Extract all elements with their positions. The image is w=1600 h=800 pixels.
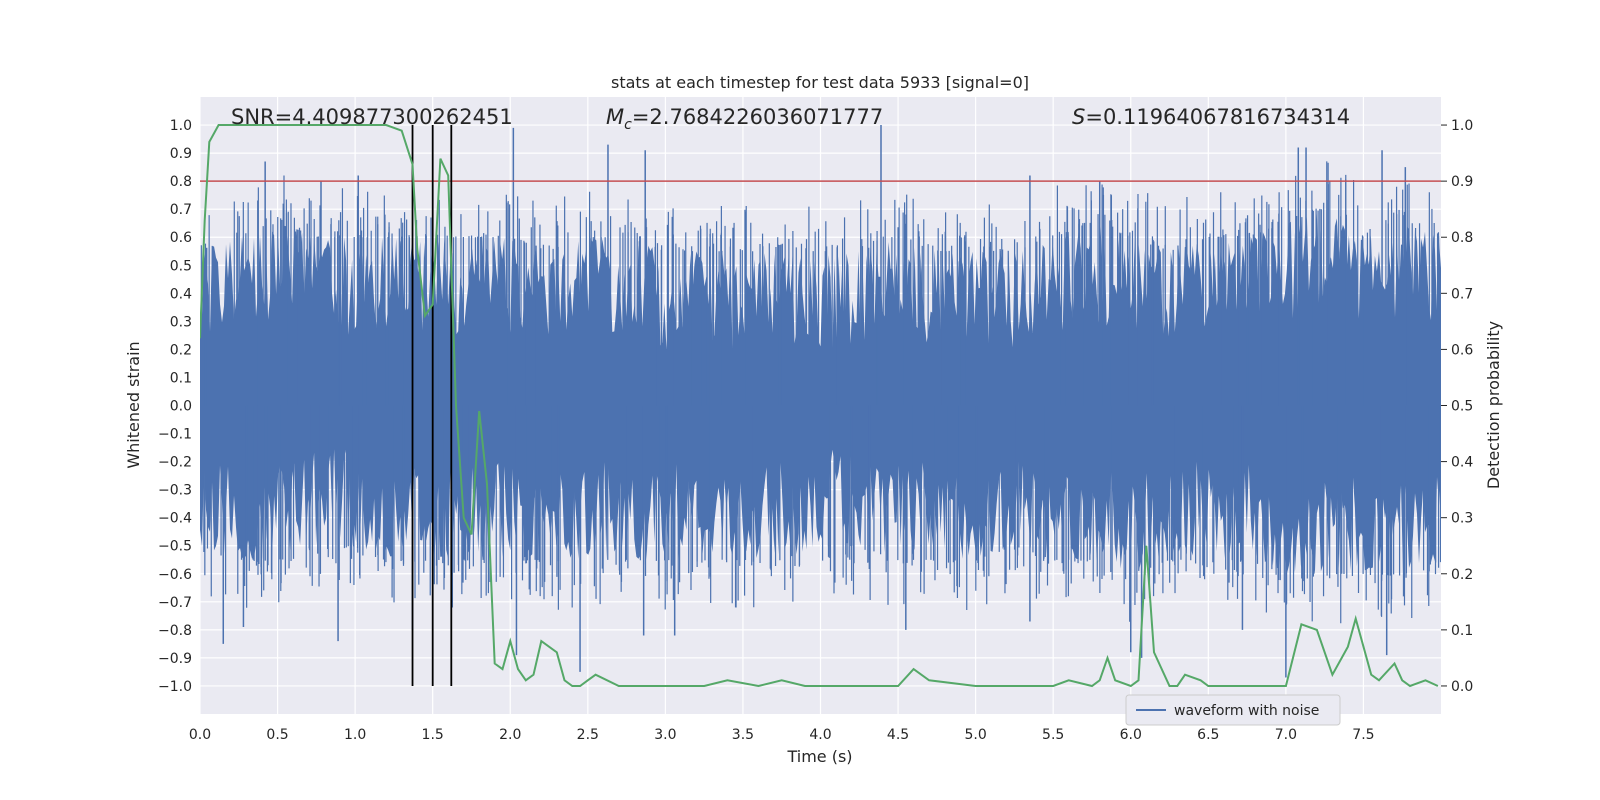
y-left-tick-label: 0.3 [170,314,192,330]
y-left-tick-label: 0.6 [170,230,192,246]
x-tick-label: 6.5 [1197,727,1219,743]
y-left-tick-label: −0.7 [158,595,192,611]
waveform-spikes [200,125,1441,678]
x-tick-label: 4.0 [809,727,831,743]
x-tick-label: 5.5 [1042,727,1064,743]
x-axis-label: Time (s) [786,747,852,766]
x-tick-label: 1.5 [422,727,444,743]
x-tick-label: 1.0 [344,727,366,743]
s-annotation: S=0.11964067816734314 [1072,105,1350,129]
x-tick-label: 6.0 [1120,727,1142,743]
y-right-tick-label: 0.0 [1451,679,1473,695]
y-left-tick-label: −0.6 [158,567,192,583]
y-right-tick-label: 0.6 [1451,342,1473,358]
y-left-tick-label: 0.0 [170,399,192,415]
y-left-tick-label: 0.1 [170,370,192,386]
y-left-tick-label: 0.5 [170,258,192,274]
y-left-tick-label: −0.3 [158,483,192,499]
x-tick-label: 4.5 [887,727,909,743]
y-left-tick-label: −0.4 [158,511,192,527]
x-tick-label: 3.5 [732,727,754,743]
y-axis-right-ticks: 1.0 0.9 0.8 0.7 0.6 0.5 0.4 0.3 0.2 0.1 0.0 [1441,118,1473,695]
y-left-tick-label: 0.2 [170,342,192,358]
y-left-tick-label: −1.0 [158,679,192,695]
s-value: =0.11964067816734314 [1085,105,1350,129]
chirp-mass-annotation: Mc=2.7684226036071777 [606,105,883,133]
y-left-tick-label: −0.5 [158,539,192,555]
y-left-tick-label: 0.9 [170,146,192,162]
x-tick-label: 7.5 [1352,727,1374,743]
y-left-tick-label: −0.8 [158,623,192,639]
y-right-tick-label: 0.2 [1451,567,1473,583]
y-right-tick-label: 0.9 [1451,174,1473,190]
x-tick-label: 3.0 [654,727,676,743]
x-axis-ticks: 0.0 0.5 1.0 1.5 2.0 2.5 3.0 3.5 4.0 4.5 5.0 5.5 6.0 6… [189,727,1375,743]
chart-title: stats at each timestep for test data 593… [611,73,1029,92]
chirp-mass-symbol: M [606,105,624,129]
x-tick-label: 2.0 [499,727,521,743]
legend-box [1125,694,1341,726]
x-tick-label: 7.0 [1275,727,1297,743]
snr-annotation: SNR=4.409877300262451 [231,105,513,129]
y-left-tick-label: 1.0 [170,118,192,134]
y-right-tick-label: 0.1 [1451,623,1473,639]
vertical-markers [411,125,453,686]
y-axis-left-ticks: 1.0 0.9 0.8 0.7 0.6 0.5 0.4 0.3 0.2 0.1 0.0 −0.1 −0.… [158,118,192,695]
y-axis-left-label: Whitened strain [124,341,143,468]
chirp-mass-subscript: c [624,117,632,133]
y-left-tick-label: 0.8 [170,174,192,190]
y-right-tick-label: 0.7 [1451,286,1473,302]
x-tick-label: 5.0 [964,727,986,743]
y-left-tick-label: −0.1 [158,427,192,443]
legend-label: waveform with noise [1174,703,1319,719]
y-right-tick-label: 0.5 [1451,399,1473,415]
y-left-tick-label: 0.4 [170,286,192,302]
x-tick-label: 0.0 [189,727,211,743]
y-right-tick-label: 0.4 [1451,455,1473,471]
y-right-tick-label: 0.3 [1451,511,1473,527]
x-tick-label: 2.5 [577,727,599,743]
s-symbol: S [1072,105,1085,129]
y-left-tick-label: −0.2 [158,455,192,471]
y-axis-right-label: Detection probability [1484,321,1503,489]
x-tick-label: 0.5 [266,727,288,743]
y-right-tick-label: 1.0 [1451,118,1473,134]
y-right-tick-label: 0.8 [1451,230,1473,246]
legend: waveform with noise [1125,694,1341,726]
y-left-tick-label: 0.7 [170,202,192,218]
chirp-mass-value: =2.7684226036071777 [632,105,883,129]
y-left-tick-label: −0.9 [158,651,192,667]
probability-series [200,124,1439,688]
